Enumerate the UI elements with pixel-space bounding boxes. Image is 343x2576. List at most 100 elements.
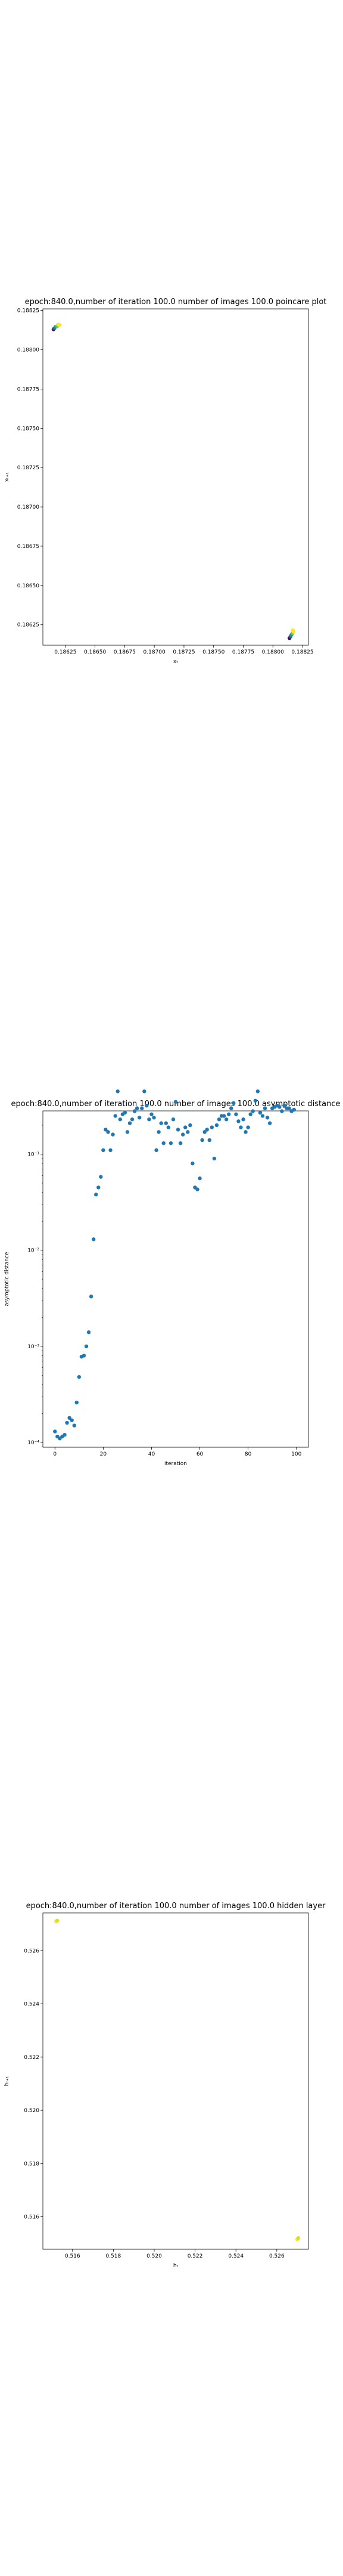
y-axis-label: asymptotic distance — [4, 1252, 10, 1306]
data-point — [113, 1114, 117, 1118]
data-point — [125, 1130, 130, 1134]
data-point — [55, 1918, 60, 1923]
x-axis-label: iteration — [164, 1461, 187, 1467]
data-point — [207, 1138, 211, 1143]
x-tick-label: 60 — [197, 1451, 204, 1457]
data-point — [104, 1128, 108, 1132]
data-point — [183, 1125, 188, 1129]
data-point — [118, 1117, 122, 1122]
data-point — [123, 1110, 127, 1115]
data-point — [111, 1132, 115, 1137]
data-point — [195, 1187, 199, 1191]
data-point — [116, 1089, 120, 1094]
x-tick-label: 0.18725 — [173, 649, 195, 655]
data-point — [84, 1344, 89, 1348]
y-tick-label: 0.18625 — [17, 623, 39, 628]
x-tick-label: 0.18800 — [262, 649, 284, 655]
data-point — [53, 1429, 57, 1433]
data-point — [171, 1117, 176, 1122]
data-point — [180, 1132, 185, 1137]
data-point — [253, 1098, 257, 1103]
y-tick-label: 0.518 — [24, 2161, 39, 2167]
data-point — [161, 1141, 166, 1145]
x-tick-label: 100 — [291, 1451, 301, 1457]
x-tick-label: 0.18825 — [291, 649, 313, 655]
chart-title: epoch:840.0,number of iteration 100.0 nu… — [26, 1902, 326, 1911]
data-point — [108, 1148, 113, 1153]
data-point — [205, 1128, 209, 1132]
data-point — [260, 1114, 265, 1118]
data-point — [258, 1110, 263, 1115]
x-tick-label: 0.522 — [188, 2253, 203, 2259]
data-point — [142, 1089, 146, 1094]
data-point — [212, 1156, 217, 1161]
data-point — [145, 1103, 149, 1108]
plot-frame — [42, 1912, 309, 2250]
x-tick-label: 0.520 — [146, 2253, 162, 2259]
data-point — [246, 1125, 250, 1129]
data-point — [191, 1161, 195, 1166]
data-point — [72, 1423, 76, 1428]
data-point — [280, 1109, 284, 1113]
data-point — [63, 1432, 67, 1437]
y-tick-label: 10⁻¹ — [27, 1152, 39, 1158]
x-tick-label: 0.18750 — [202, 649, 224, 655]
x-tick-label: 0.18675 — [114, 649, 136, 655]
y-tick-label: 0.524 — [24, 2002, 39, 2008]
y-tick-label: 0.526 — [24, 1948, 39, 1954]
data-point — [241, 1117, 245, 1122]
data-point — [94, 1193, 98, 1197]
y-tick-label: 0.18700 — [17, 504, 39, 510]
x-tick-label: 0.18775 — [232, 649, 254, 655]
data-point — [70, 1418, 74, 1423]
data-point — [106, 1130, 110, 1134]
data-point — [176, 1128, 180, 1132]
x-tick-label: 0.18625 — [54, 649, 76, 655]
y-tick-label: 0.522 — [24, 2055, 39, 2061]
data-point — [67, 1416, 71, 1420]
data-point — [296, 2236, 301, 2240]
data-point — [248, 1112, 252, 1116]
x-tick-label: 0 — [53, 1451, 57, 1457]
x-tick-label: 0.526 — [269, 2253, 285, 2259]
data-point — [149, 1112, 154, 1116]
y-tick-label: 0.520 — [24, 2108, 39, 2114]
data-point — [86, 1330, 91, 1335]
data-point — [224, 1117, 229, 1122]
y-tick-label: 0.18725 — [17, 465, 39, 471]
chart-2: epoch:840.0,number of iteration 100.0 nu… — [4, 1089, 341, 1467]
y-tick-label: 0.18775 — [17, 386, 39, 392]
data-point — [96, 1185, 101, 1190]
data-point — [99, 1175, 103, 1179]
x-axis-label: xₜ — [173, 659, 178, 665]
data-point — [157, 1130, 161, 1134]
x-tick-label: 0.518 — [105, 2253, 121, 2259]
data-point — [263, 1106, 267, 1110]
data-point — [229, 1106, 233, 1110]
data-point — [57, 323, 62, 327]
x-tick-label: 20 — [100, 1451, 107, 1457]
data-point — [291, 628, 295, 633]
data-point — [282, 1103, 286, 1108]
data-point — [130, 1117, 135, 1122]
data-point — [202, 1130, 207, 1134]
data-point — [154, 1148, 158, 1153]
data-point — [210, 1125, 214, 1129]
data-point — [277, 1105, 282, 1109]
data-point — [251, 1109, 255, 1113]
y-tick-label: 0.516 — [24, 2215, 39, 2221]
plot-frame — [42, 308, 309, 646]
data-point — [287, 1106, 291, 1110]
data-point — [217, 1117, 222, 1122]
chart-1: epoch:840.0,number of iteration 100.0 nu… — [4, 298, 326, 665]
y-tick-label: 0.18800 — [17, 348, 39, 354]
data-point — [101, 1148, 105, 1153]
chart-3: epoch:840.0,number of iteration 100.0 nu… — [4, 1902, 326, 2269]
y-tick-label: 0.18750 — [17, 426, 39, 432]
data-point — [74, 1400, 79, 1405]
data-point — [178, 1141, 183, 1145]
data-point — [236, 1119, 241, 1123]
data-point — [227, 1112, 231, 1116]
chart-title: epoch:840.0,number of iteration 100.0 nu… — [11, 1100, 340, 1109]
